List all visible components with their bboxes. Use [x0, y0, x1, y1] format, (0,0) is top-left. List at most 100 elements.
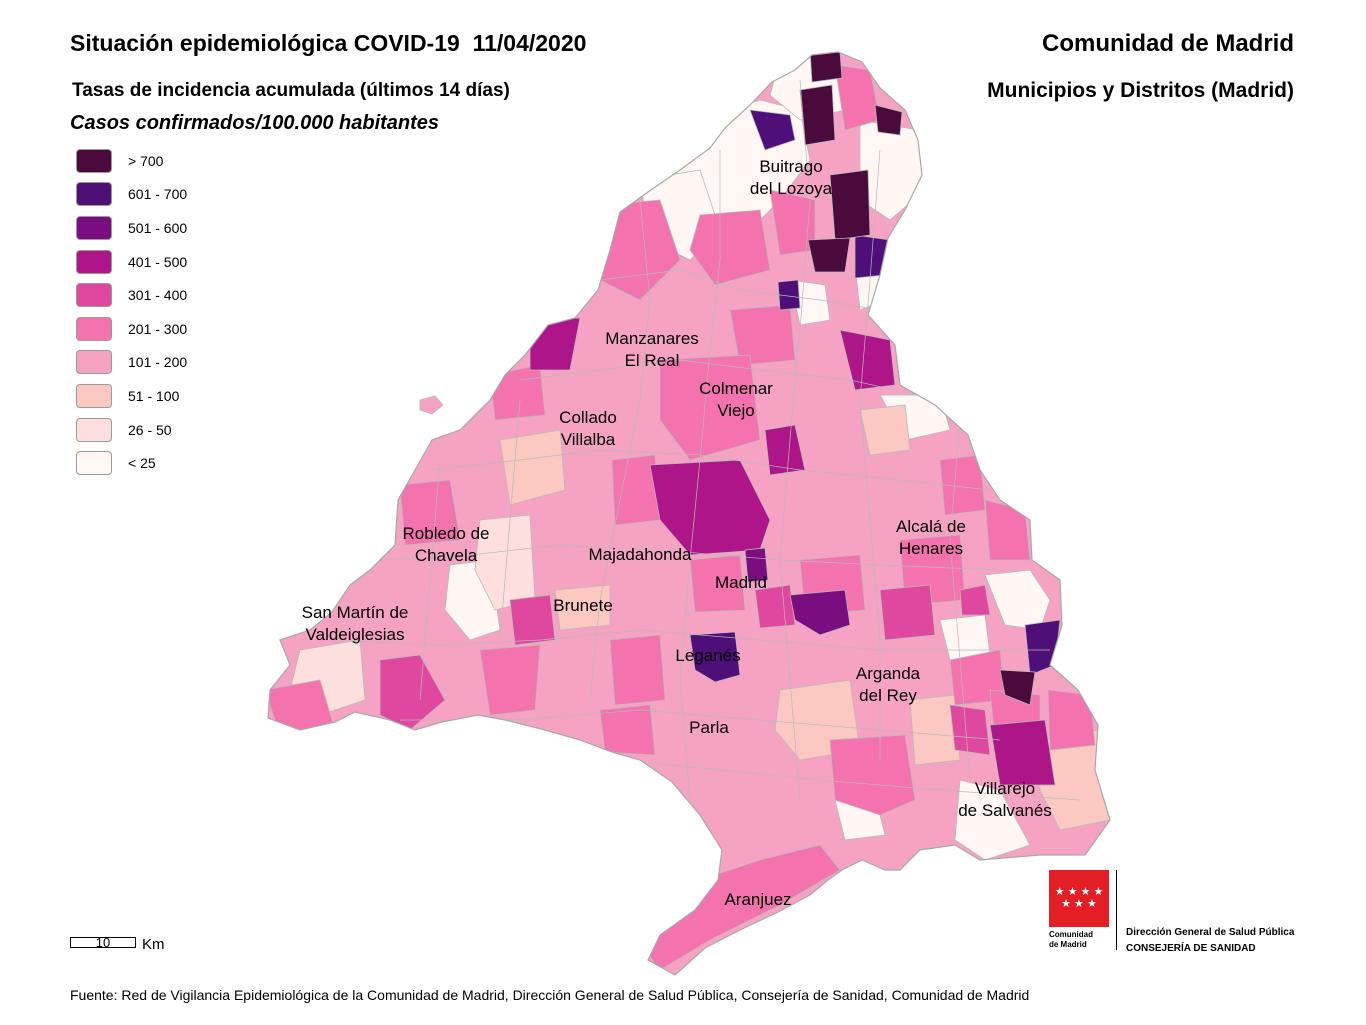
municipality-area — [479, 644, 541, 716]
legend: > 700 601 - 700 501 - 600 401 - 500 301 … — [76, 144, 187, 480]
place-label: Buitrago del Lozoya — [750, 156, 832, 200]
legend-label: > 700 — [128, 152, 164, 169]
municipality-area — [939, 454, 986, 516]
legend-swatch — [76, 148, 112, 173]
legend-label: 201 - 300 — [128, 320, 188, 337]
place-label-line: Villalba — [560, 430, 616, 449]
municipality-area — [874, 104, 903, 136]
place-label: Brunete — [553, 595, 613, 617]
municipality-area — [959, 584, 991, 616]
legend-label: 501 - 600 — [128, 219, 188, 236]
legend-item: 301 - 400 — [76, 278, 187, 312]
municipality-area — [949, 704, 991, 756]
place-label: Colmenar Viejo — [699, 378, 773, 422]
municipality-area — [984, 569, 1051, 631]
municipality-area — [509, 594, 556, 646]
municipality-area — [729, 304, 796, 366]
boundary-line — [619, 759, 1081, 801]
scale-bar: 10 — [70, 936, 136, 949]
logo-text-line: Comunidad — [1049, 930, 1093, 939]
legend-swatch — [76, 182, 112, 207]
legend-item: 51 - 100 — [76, 379, 187, 413]
legend-item: 401 - 500 — [76, 245, 187, 279]
place-label-line: Robledo de — [402, 524, 490, 543]
legend-swatch — [76, 316, 112, 341]
place-label: Robledo de Chavela — [403, 523, 490, 567]
boundary-line — [379, 544, 1001, 571]
place-label-line: Colmenar — [699, 379, 773, 398]
municipality-area — [489, 364, 546, 421]
boundary-line — [499, 399, 521, 641]
region-border — [267, 51, 1111, 976]
municipality-area — [807, 237, 851, 273]
place-label-line: del Rey — [859, 686, 917, 705]
boundary-line — [519, 359, 941, 401]
municipality-area — [1047, 689, 1096, 751]
legend-swatch — [76, 215, 112, 240]
municipality-area — [909, 694, 961, 766]
place-label-line: Aranjuez — [724, 890, 792, 909]
municipality-area — [809, 52, 843, 83]
place-label-line: Manzanares — [605, 329, 699, 348]
municipality-area — [854, 234, 891, 279]
legend-item: 501 - 600 — [76, 211, 187, 245]
legend-item: 26 - 50 — [76, 413, 187, 447]
legend-swatch — [76, 350, 112, 375]
place-label-line: Valdeiglesias — [305, 625, 405, 644]
municipality-area — [644, 844, 841, 971]
place-label: Leganés — [675, 645, 740, 667]
place-label-line: San Martín de — [301, 603, 409, 622]
boundary-line — [859, 149, 881, 760]
place-label-line: Alcalá de — [896, 517, 966, 536]
enclave-area — [419, 395, 444, 415]
legend-item: < 25 — [76, 446, 187, 480]
municipality-area — [764, 424, 806, 476]
municipality-area — [689, 209, 771, 286]
place-label: San Martín de Valdeiglesias — [302, 602, 409, 646]
legend-swatch — [76, 417, 112, 442]
boundary-line — [949, 419, 971, 781]
municipality-area — [839, 329, 896, 391]
municipality-area — [599, 704, 656, 756]
municipality-area — [954, 779, 1031, 861]
place-label: Villarejo de Salvanés — [958, 778, 1052, 822]
municipality-area — [749, 109, 796, 151]
department-text: Dirección General de Salud Pública CONSE… — [1126, 925, 1294, 957]
legend-item: > 700 — [76, 144, 187, 178]
municipality-area — [829, 169, 871, 241]
department-name: Dirección General de Salud Pública — [1126, 927, 1295, 938]
boundary-line — [599, 269, 881, 311]
place-label-line: El Real — [624, 351, 680, 370]
map-subtitle: Tasas de incidencia acumulada (últimos 1… — [72, 80, 510, 101]
place-label: Madrid — [715, 572, 767, 594]
place-label: Alcalá de Henares — [896, 516, 966, 560]
place-label-line: de Salvanés — [958, 801, 1052, 820]
region-title: Comunidad de Madrid — [1042, 30, 1294, 57]
map-units: Casos confirmados/100.000 habitantes — [70, 112, 440, 134]
department-ministry: CONSEJERÍA DE SANIDAD — [1126, 943, 1256, 954]
place-label: Arganda del Rey — [856, 663, 920, 707]
legend-label: 101 - 200 — [128, 354, 188, 371]
municipality-area — [879, 584, 936, 641]
municipality-area — [789, 589, 851, 636]
place-label-line: del Lozoya — [749, 179, 833, 198]
municipality-area — [799, 84, 836, 146]
place-label: Parla — [689, 717, 729, 739]
place-label-line: Madrid — [715, 573, 767, 592]
legend-swatch — [76, 451, 112, 476]
boundary-line — [429, 449, 991, 491]
place-label-line: Parla — [689, 718, 729, 737]
legend-swatch — [76, 283, 112, 308]
municipality-area — [609, 634, 666, 706]
map-title: Situación epidemiológica COVID-19 11/04/… — [70, 30, 587, 56]
place-label: Collado Villalba — [559, 407, 617, 451]
municipality-area — [379, 654, 446, 731]
legend-label: 401 - 500 — [128, 253, 188, 270]
municipality-area — [689, 554, 746, 613]
comunidad-madrid-logo: ★ ★ ★ ★ ★ ★ ★ — [1049, 870, 1109, 927]
legend-label: 301 - 400 — [128, 287, 188, 304]
logo-stars-icon: ★ ★ ★ ★ ★ ★ ★ — [1054, 886, 1104, 910]
place-label-line: Villarejo — [974, 779, 1036, 798]
boundary-line — [679, 150, 721, 801]
municipality-area — [999, 669, 1036, 706]
